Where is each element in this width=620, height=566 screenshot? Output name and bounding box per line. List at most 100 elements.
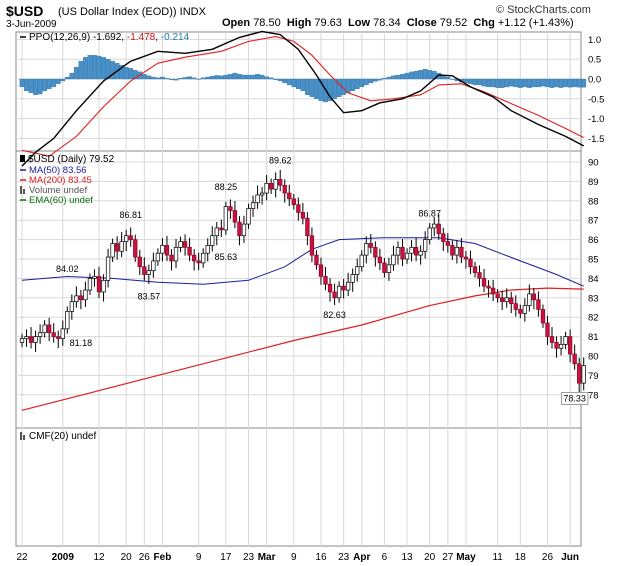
ppo-histogram-bar <box>567 78 573 88</box>
ppo-histogram-bar <box>196 78 202 80</box>
candle-down <box>495 293 500 299</box>
candle-up <box>404 252 410 260</box>
ppo-histogram-bar <box>413 70 419 80</box>
candle-up <box>105 256 111 281</box>
ppo-histogram-bar <box>445 76 451 80</box>
ppo-histogram-bar <box>28 78 34 94</box>
candle-up <box>223 206 229 231</box>
price-annotation: 88.25 <box>215 182 238 192</box>
ppo-histogram-bar <box>250 74 256 80</box>
candle-down <box>219 227 224 231</box>
ppo-histogram-bar <box>232 72 238 80</box>
candle-up <box>250 202 256 209</box>
candle-up <box>110 243 115 258</box>
ppo-histogram-bar <box>354 78 360 90</box>
ppo-legend-text: PPO(12,26,9) -1.692, -1.478, -0.214 <box>29 32 190 43</box>
candle-up <box>454 247 460 256</box>
price-annotation: 83.57 <box>138 292 161 302</box>
price-legend: $USD (Daily) 79.52 MA(50) 83.56 MA(200) … <box>20 154 115 206</box>
candle-down <box>296 204 301 213</box>
candle-up <box>173 247 179 262</box>
candle-down <box>269 182 274 190</box>
candle-up <box>101 279 106 293</box>
candle-down <box>436 223 441 235</box>
ppo-histogram-bar <box>490 78 496 88</box>
candle-up <box>355 266 360 275</box>
candle-up <box>522 305 527 314</box>
candle-down <box>314 254 319 266</box>
low-value: 78.34 <box>373 17 401 29</box>
x-tick-label: May <box>456 552 476 563</box>
candle-up <box>19 338 25 343</box>
price-tick-label: 84 <box>588 274 599 285</box>
x-tick-label: 26 <box>139 552 151 563</box>
volume-legend-swatch <box>20 186 22 194</box>
candle-up <box>259 192 265 196</box>
ppo-histogram-bar <box>572 78 578 88</box>
x-tick-label: 18 <box>515 552 527 563</box>
ppo-histogram-bar <box>554 78 559 88</box>
candle-down <box>114 243 120 252</box>
candle-down <box>228 206 233 211</box>
candle-down <box>477 272 482 279</box>
ppo-histogram-bar <box>517 78 523 88</box>
candle-down <box>490 287 496 295</box>
stockcharts-watermark: © StockCharts.com <box>496 4 591 16</box>
price-tick-label: 83 <box>588 293 599 304</box>
ppo-histogram-bar <box>314 78 319 99</box>
ppo-histogram-bar <box>409 71 414 80</box>
x-tick-label: Mar <box>258 552 276 563</box>
candle-down <box>137 256 142 268</box>
x-tick-label: 12 <box>93 552 105 563</box>
candle-up <box>87 278 93 291</box>
ppo-histogram-bar <box>169 78 174 80</box>
ma200-line <box>21 287 584 411</box>
candle-down <box>237 221 242 237</box>
ppo-histogram-bar <box>549 78 555 88</box>
price-tick-label: 87 <box>588 216 599 227</box>
candle-up <box>264 182 269 194</box>
candle-up <box>214 227 219 237</box>
ppo-histogram-bar <box>368 78 374 84</box>
ppo-histogram-bar <box>305 78 310 95</box>
price-title: $USD (Daily) 79.52 <box>28 154 115 165</box>
candle-down <box>133 239 138 258</box>
ppo-histogram-bar <box>418 70 423 80</box>
ppo-histogram-bar <box>237 74 242 80</box>
ppo-histogram-bar <box>581 78 587 88</box>
candle-up <box>255 194 260 204</box>
price-tick-label: 80 <box>588 352 599 363</box>
price-tick-label: 90 <box>588 158 599 169</box>
ppo-histogram-bar <box>101 57 106 80</box>
candle-down <box>509 297 514 304</box>
ppo-histogram-bar <box>178 78 183 80</box>
x-tick-label: 27 <box>442 552 454 563</box>
ppo-histogram-bar <box>128 68 134 80</box>
x-tick-label: 13 <box>401 552 413 563</box>
ppo-histogram-bar <box>273 78 279 80</box>
candle-up <box>391 254 396 266</box>
ppo-signal-value: -1.478 <box>127 32 156 43</box>
ppo-histogram-bar <box>527 78 532 88</box>
ppo-histogram-bar <box>146 75 152 80</box>
candle-down <box>518 309 523 314</box>
axis-labels: 90 89 88 87 86 85 84 83 82 81 80 79 78 1.0 0.5 0.0 -0.5 -… <box>16 35 604 563</box>
x-tick-label: 20 <box>424 552 436 563</box>
candle-down <box>472 266 478 273</box>
ppo-sep-1: , <box>121 32 124 43</box>
ppo-histogram-bar <box>495 78 501 88</box>
candle-down <box>468 258 473 268</box>
ppo-histogram-bar <box>205 76 211 80</box>
ppo-histogram-bar <box>42 78 48 92</box>
candle-down <box>545 322 550 337</box>
ppo-histogram-bar <box>19 78 25 88</box>
ppo-histogram-bar <box>187 76 192 80</box>
chg-value: +1.12 (+1.43%) <box>497 17 574 29</box>
candle-up <box>558 344 564 349</box>
cmf-legend: CMF(20) undef <box>20 431 96 442</box>
ppo-histogram-bar <box>449 78 455 80</box>
ppo-histogram-bar <box>96 55 102 80</box>
ppo-histogram-bar <box>472 78 478 86</box>
ppo-tick-label: -0.5 <box>588 94 604 105</box>
